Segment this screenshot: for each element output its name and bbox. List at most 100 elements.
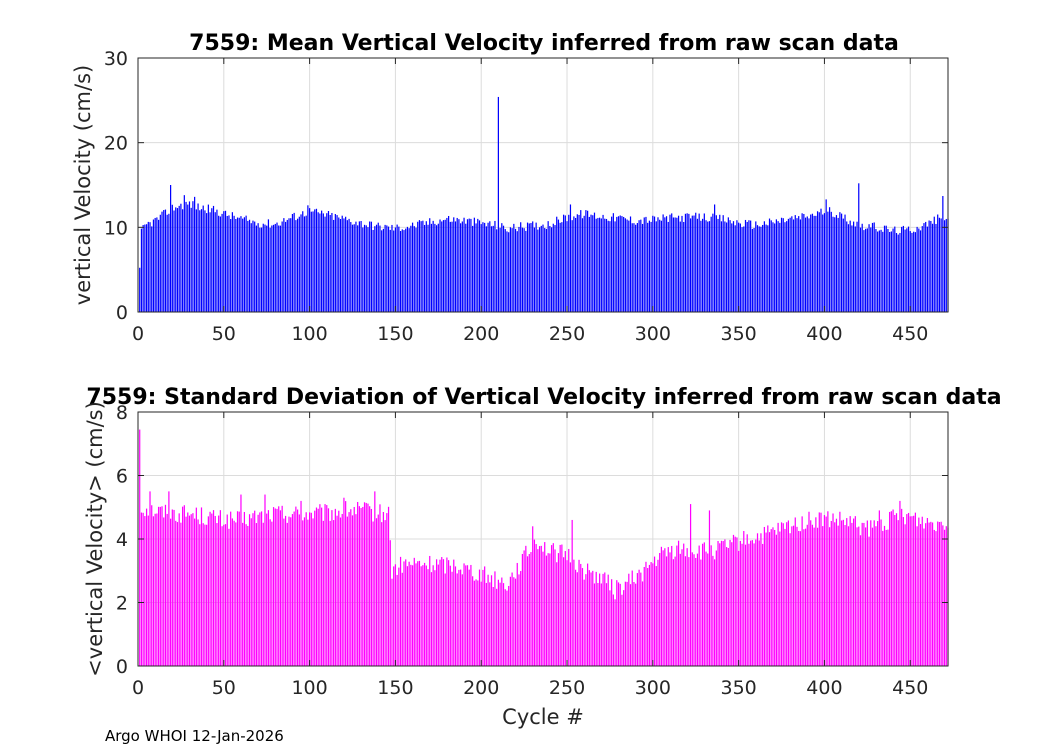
top-bar	[224, 210, 227, 312]
bottom-bar	[195, 507, 197, 666]
top-bar	[653, 216, 656, 312]
bottom-bar	[545, 555, 548, 666]
bottom-bar	[180, 522, 182, 666]
bottom-bar	[269, 519, 271, 666]
bottom-bar	[360, 508, 362, 666]
bottom-bar	[374, 491, 376, 666]
bottom-bar	[154, 513, 156, 666]
top-bar	[149, 222, 151, 312]
top-bar	[391, 224, 393, 312]
bottom-bar	[434, 570, 436, 666]
top-bar	[542, 224, 544, 312]
top-bar	[612, 213, 614, 312]
bottom-bar	[526, 556, 529, 666]
top-bar	[914, 232, 917, 312]
top-bar	[216, 209, 218, 312]
bottom-bar	[825, 516, 827, 666]
bottom-bar	[346, 516, 348, 666]
top-bar	[420, 221, 422, 312]
bottom-bar	[415, 563, 417, 666]
top-bar	[399, 231, 402, 312]
bottom-bar	[463, 563, 465, 666]
top-bar	[662, 214, 664, 312]
bottom-bar	[818, 512, 820, 666]
bottom-bar	[937, 521, 939, 666]
bottom-bar	[334, 508, 336, 666]
bottom-bar	[859, 535, 862, 666]
bottom-bar	[197, 519, 199, 666]
top-bar	[585, 210, 587, 312]
top-bar	[441, 221, 443, 312]
top-bar	[161, 211, 163, 312]
top-bar	[643, 217, 645, 312]
top-bar	[593, 212, 596, 312]
bottom-bar	[568, 548, 570, 666]
top-bar	[243, 217, 246, 312]
bottom-bar	[883, 525, 886, 666]
bottom-bar	[714, 559, 716, 666]
bottom-bar	[629, 584, 632, 666]
top-bar	[770, 220, 772, 312]
top-bar	[405, 228, 407, 312]
bottom-bar	[770, 529, 772, 666]
bottom-bar	[231, 518, 233, 666]
top-bar	[576, 214, 578, 312]
bottom-bar	[592, 570, 594, 666]
top-bar	[429, 218, 431, 312]
bottom-bar	[377, 514, 379, 666]
bottom-bar	[145, 508, 148, 666]
top-bar	[813, 215, 815, 312]
top-bar	[537, 229, 539, 312]
std-velocity-chart: 7559: Standard Deviation of Vertical Vel…	[83, 385, 1002, 729]
top-bar	[712, 213, 714, 312]
top-bar	[569, 204, 572, 312]
top-bar	[324, 216, 326, 312]
top-bar	[142, 225, 144, 312]
bottom-bar	[435, 559, 438, 666]
bottom-bar	[655, 566, 657, 666]
top-bar	[511, 228, 513, 312]
bottom-bar	[722, 541, 724, 666]
top-bar	[830, 211, 832, 312]
top-bar	[387, 226, 390, 312]
top-bar	[411, 222, 414, 312]
top-bar	[607, 220, 609, 312]
bottom-bar	[164, 504, 167, 666]
top-bar	[832, 216, 834, 312]
bottom-bar	[753, 543, 755, 666]
top-bar	[303, 216, 306, 312]
top-bar	[226, 215, 228, 312]
top-bar	[557, 219, 560, 312]
top-bar	[547, 221, 549, 312]
bottom-bar	[925, 523, 927, 666]
top-bar	[262, 223, 264, 312]
top-bar	[538, 227, 541, 312]
bottom-bar	[569, 562, 572, 666]
bottom-bar	[254, 510, 256, 666]
top-bar	[147, 221, 149, 312]
top-bar	[626, 219, 628, 312]
top-bar	[267, 219, 270, 312]
top-bar	[437, 223, 439, 312]
top-bar	[442, 220, 445, 312]
top-bar	[484, 222, 486, 312]
bottom-bar	[595, 571, 597, 666]
bottom-bar	[394, 564, 397, 666]
top-x-tick-label: 450	[892, 323, 928, 345]
top-bar	[722, 215, 724, 312]
top-bar	[451, 221, 453, 312]
top-bar	[665, 216, 668, 312]
top-bar	[679, 221, 681, 312]
top-bar	[638, 220, 640, 312]
top-bar	[178, 205, 180, 312]
top-bar	[729, 220, 731, 312]
bottom-bar	[623, 590, 625, 666]
top-bar	[418, 220, 421, 312]
top-bar	[182, 209, 184, 312]
top-bar	[508, 232, 510, 312]
top-bar	[231, 212, 233, 312]
top-bar	[916, 226, 918, 312]
bottom-bar	[652, 563, 654, 666]
bottom-bar	[226, 514, 228, 666]
top-bar	[281, 221, 283, 312]
